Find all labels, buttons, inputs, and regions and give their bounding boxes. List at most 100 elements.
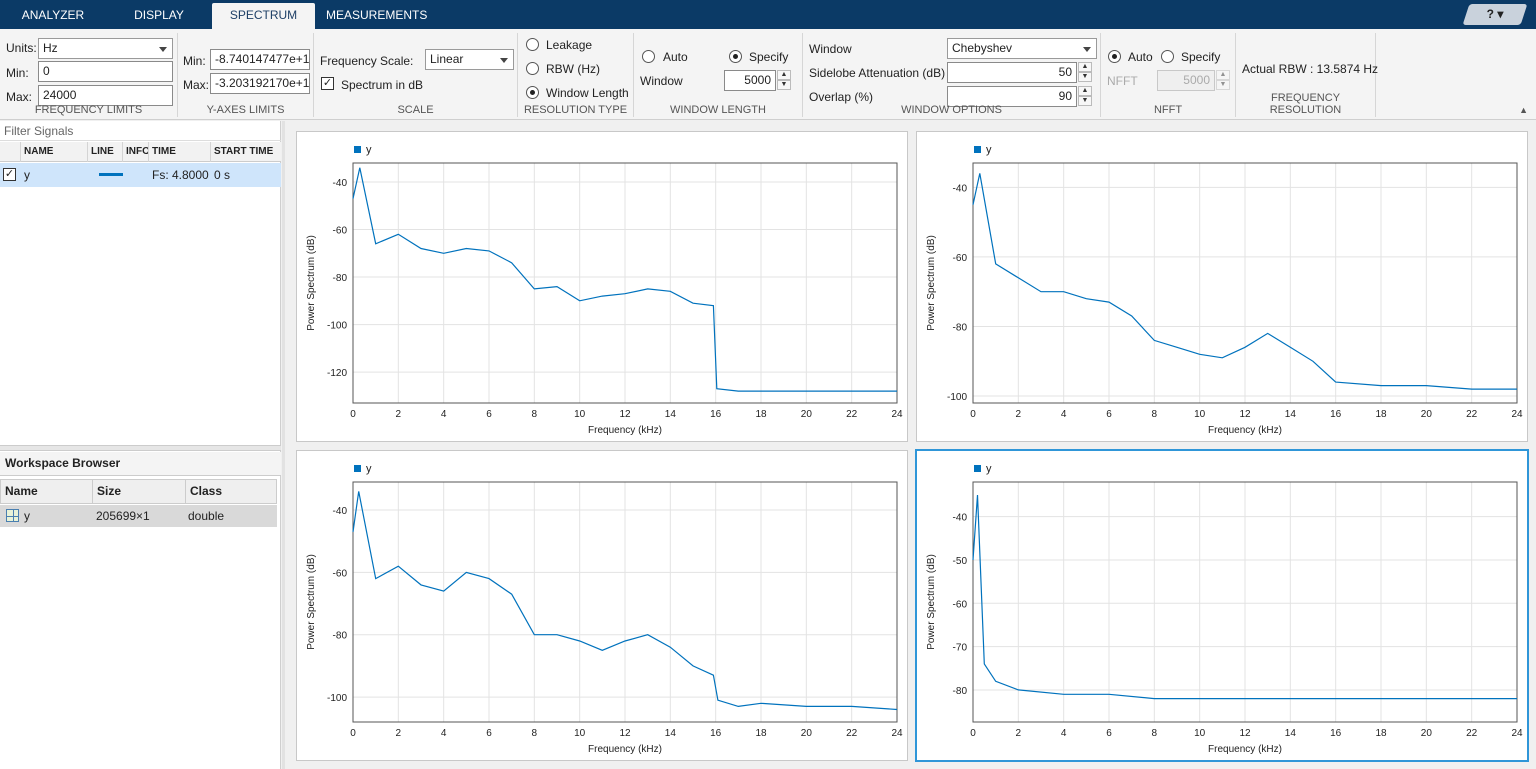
y-axis-label: Power Spectrum (dB) [926, 235, 937, 331]
leakage-radio[interactable] [526, 38, 539, 51]
col-line[interactable]: LINE [87, 142, 122, 162]
freq-max-label: Max: [6, 90, 33, 104]
window-type-dropdown[interactable]: Chebyshev [947, 38, 1097, 59]
spin-up-icon[interactable]: ▲ [777, 70, 791, 80]
window-length-input[interactable]: 5000 [724, 70, 776, 91]
x-tick-label: 2 [396, 409, 402, 420]
signal-checkbox[interactable]: ✓ [3, 168, 16, 181]
overlap-spinner[interactable]: ▲ ▼ [1078, 86, 1092, 107]
sidelobe-input[interactable]: 50 [947, 62, 1077, 83]
spectrum-chart-3[interactable]: 0 2 4 6 8 10 12 14 16 18 20 22 24-40-60-80-100Freque… [297, 451, 909, 762]
freq-min-input[interactable]: 0 [38, 61, 173, 82]
window-label: Window [640, 74, 683, 88]
spectrum-chart-4[interactable]: 0 2 4 6 8 10 12 14 16 18 20 22 24-40-50-60-70-80Freq… [917, 451, 1529, 762]
spin-down-icon[interactable]: ▼ [777, 80, 791, 90]
x-tick-label: 8 [1152, 409, 1158, 420]
spectrum-line [972, 494, 1517, 700]
spectrum-chart-2[interactable]: 0 2 4 6 8 10 12 14 16 18 20 22 24-40-60-80-100Freque… [917, 132, 1529, 443]
x-tick-label: 22 [846, 728, 858, 739]
x-tick-label: 6 [486, 728, 492, 739]
window-auto-radio[interactable] [642, 50, 655, 63]
panel-splitter[interactable] [0, 445, 281, 451]
window-options-section: Window Chebyshev Sidelobe Attenuation (d… [803, 33, 1101, 117]
window-specify-radio[interactable] [729, 50, 742, 63]
window-length-spinner[interactable]: ▲ ▼ [777, 70, 791, 91]
spin-up-icon[interactable]: ▲ [1216, 70, 1230, 80]
left-panel: Filter Signals NAME LINE INFO TIME START… [0, 121, 281, 769]
spectrum-in-db-checkbox[interactable]: ✓ [321, 77, 334, 90]
units-dropdown[interactable]: Hz [38, 38, 173, 59]
tab-spectrum[interactable]: SPECTRUM [212, 3, 315, 30]
spectrum-panel-2[interactable]: y 0 2 4 6 8 10 12 14 16 18 20 22 24 -40 -60 -80 -100 Freq… [916, 131, 1528, 442]
frequency-scale-dropdown[interactable]: Linear [425, 49, 514, 70]
x-tick-label: 12 [1239, 409, 1251, 420]
x-tick-label: 24 [891, 409, 903, 420]
col-name[interactable]: NAME [20, 142, 87, 162]
y-min-label: Min: [183, 54, 206, 68]
nfft-input[interactable]: 5000 [1157, 70, 1215, 91]
spin-down-icon[interactable]: ▼ [1216, 80, 1230, 90]
spectrum-line [352, 491, 898, 711]
rbw-radio[interactable] [526, 62, 539, 75]
spectrum-ribbon: Units: Hz Min: 0 Max: 24000 FREQUENCY LI… [0, 29, 1536, 120]
y-tick-label: -40 [953, 513, 968, 524]
signal-row[interactable]: ✓ y Fs: 4.8000 0 s [0, 163, 281, 187]
help-button[interactable]: ? ▾ [1462, 4, 1528, 25]
col-info[interactable]: INFO [122, 142, 148, 162]
spin-up-icon[interactable]: ▲ [1078, 62, 1092, 72]
nfft-specify-radio[interactable] [1161, 50, 1174, 63]
y-tick-label: -60 [333, 568, 348, 579]
signal-time: Fs: 4.8000 [152, 168, 209, 182]
plot-frame [972, 481, 1518, 723]
spectrum-chart-1[interactable]: 0 2 4 6 8 10 12 14 16 18 20 22 24-40-60-80-100-120Fr… [297, 132, 909, 443]
x-tick-label: 10 [1194, 728, 1206, 739]
nfft-auto-label: Auto [1128, 50, 1153, 64]
spin-up-icon[interactable]: ▲ [1078, 86, 1092, 96]
window-length-radio[interactable] [526, 86, 539, 99]
workspace-row[interactable]: y 205699×1 double [0, 505, 277, 527]
nfft-spinner[interactable]: ▲ ▼ [1216, 70, 1230, 91]
x-tick-label: 24 [1511, 409, 1523, 420]
x-tick-label: 0 [350, 409, 356, 420]
frequency-scale-value: Linear [430, 52, 464, 66]
overlap-input[interactable]: 90 [947, 86, 1077, 107]
nfft-title: NFFT [1153, 104, 1183, 116]
ws-col-name[interactable]: Name [5, 484, 38, 498]
question-icon: ? ▾ [1486, 7, 1504, 21]
plot-frame [972, 162, 1518, 404]
frequency-scale-label: Frequency Scale: [320, 54, 414, 68]
chevron-down-icon [1083, 47, 1091, 52]
spin-down-icon[interactable]: ▼ [1078, 96, 1092, 106]
x-tick-label: 4 [1061, 728, 1067, 739]
col-start-time[interactable]: START TIME [210, 142, 281, 162]
col-time[interactable]: TIME [148, 142, 210, 162]
spectrum-panel-4-selected[interactable]: y 0 2 4 6 8 10 12 14 16 18 20 22 24 -40 -50 -60 -70 -80 Fr… [915, 449, 1529, 762]
x-tick-label: 10 [1194, 409, 1206, 420]
legend: y [974, 144, 992, 156]
spin-down-icon[interactable]: ▼ [1078, 72, 1092, 82]
freq-max-input[interactable]: 24000 [38, 85, 173, 106]
spectrum-panel-3[interactable]: y 0 2 4 6 8 10 12 14 16 18 20 22 24 -40 -60 -80 -100 Freq… [296, 450, 908, 761]
tab-analyzer[interactable]: ANALYZER [21, 8, 85, 22]
vertical-splitter[interactable] [282, 121, 285, 769]
chevron-down-icon [500, 58, 508, 63]
ws-col-size[interactable]: Size [92, 480, 185, 503]
y-tick-label: -40 [333, 506, 348, 517]
x-tick-label: 22 [846, 409, 858, 420]
ws-col-class[interactable]: Class [185, 480, 278, 503]
x-tick-label: 12 [619, 728, 631, 739]
filter-signals-input[interactable]: Filter Signals [0, 121, 281, 141]
sidelobe-spinner[interactable]: ▲ ▼ [1078, 62, 1092, 83]
y-max-input[interactable]: -3.203192170e+1 [210, 73, 310, 94]
x-tick-label: 14 [1285, 728, 1297, 739]
x-tick-label: 0 [970, 728, 976, 739]
nfft-label: NFFT [1107, 74, 1138, 88]
tab-measurements[interactable]: MEASUREMENTS [326, 8, 428, 22]
leakage-label: Leakage [546, 38, 593, 52]
y-min-input[interactable]: -8.740147477e+1 [210, 49, 310, 70]
chevron-down-icon [159, 47, 167, 52]
tab-display[interactable]: DISPLAY [134, 8, 184, 22]
spectrum-panel-1[interactable]: y 0 2 4 6 8 10 12 14 16 18 20 22 24 -40 -60 -80 -100 -120… [296, 131, 908, 442]
collapse-ribbon-icon[interactable]: ▲ [1519, 105, 1528, 115]
nfft-auto-radio[interactable] [1108, 50, 1121, 63]
